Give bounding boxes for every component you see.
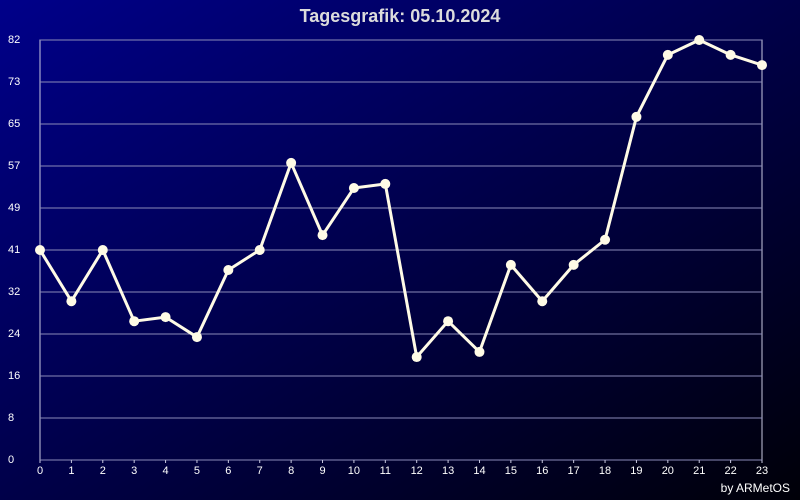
y-tick-label: 49 bbox=[8, 202, 20, 214]
data-point bbox=[97, 245, 108, 255]
data-point bbox=[725, 49, 736, 60]
x-tick-label: 6 bbox=[225, 465, 231, 477]
x-tick-label: 16 bbox=[536, 465, 548, 477]
x-tick-label: 12 bbox=[411, 465, 423, 477]
data-point bbox=[537, 296, 548, 307]
x-tick-label: 1 bbox=[68, 465, 74, 477]
x-tick-label: 23 bbox=[756, 465, 768, 477]
data-point bbox=[286, 157, 297, 168]
y-tick-label: 0 bbox=[8, 454, 14, 466]
data-point bbox=[505, 259, 516, 270]
x-tick-label: 10 bbox=[348, 465, 360, 477]
data-point bbox=[35, 245, 45, 255]
x-tick-label: 11 bbox=[380, 465, 391, 477]
data-point bbox=[443, 316, 454, 327]
y-tick-label: 16 bbox=[8, 370, 20, 382]
x-tick-label: 20 bbox=[662, 465, 674, 477]
x-tick-label: 0 bbox=[37, 465, 43, 477]
credit: by ARMetOS bbox=[721, 481, 790, 495]
data-point bbox=[223, 264, 234, 275]
x-tick-label: 5 bbox=[194, 465, 200, 477]
series-line bbox=[38, 38, 763, 359]
x-tick-label: 15 bbox=[505, 465, 517, 477]
x-tick-label: 7 bbox=[257, 465, 263, 477]
chart-title: Tagesgrafik: 05.10.2024 bbox=[300, 6, 501, 26]
data-point bbox=[474, 346, 485, 357]
data-point bbox=[694, 35, 705, 45]
data-point bbox=[568, 259, 579, 270]
data-point bbox=[191, 332, 202, 343]
data-point bbox=[662, 49, 673, 60]
y-tick-label: 41 bbox=[8, 244, 20, 256]
y-tick-label: 57 bbox=[8, 160, 20, 172]
x-tick-label: 14 bbox=[473, 465, 485, 477]
data-point bbox=[600, 234, 611, 245]
y-tick-label: 65 bbox=[8, 118, 20, 130]
y-tick-label: 32 bbox=[8, 286, 20, 298]
x-tick-label: 17 bbox=[568, 465, 580, 477]
data-point bbox=[631, 111, 642, 122]
data-point bbox=[254, 245, 265, 255]
x-tick-label: 8 bbox=[288, 465, 294, 477]
x-tick-label: 19 bbox=[630, 465, 642, 477]
x-tick-label: 21 bbox=[693, 465, 705, 477]
data-point bbox=[66, 296, 77, 307]
y-tick-label: 82 bbox=[8, 34, 20, 46]
data-point bbox=[757, 60, 767, 71]
x-tick-label: 3 bbox=[131, 465, 137, 477]
y-tick-label: 24 bbox=[8, 328, 20, 340]
x-tick-label: 2 bbox=[100, 465, 106, 477]
x-tick-label: 4 bbox=[163, 465, 169, 477]
data-point bbox=[129, 316, 140, 327]
y-tick-label: 73 bbox=[8, 76, 20, 88]
data-point bbox=[160, 312, 171, 323]
data-point bbox=[348, 183, 359, 194]
x-tick-label: 22 bbox=[724, 465, 736, 477]
x-tick-label: 9 bbox=[319, 465, 325, 477]
x-tick-label: 18 bbox=[599, 465, 611, 477]
x-tick-label: 13 bbox=[442, 465, 454, 477]
data-point bbox=[380, 178, 391, 189]
y-tick-label: 8 bbox=[8, 412, 14, 424]
data-point bbox=[317, 230, 328, 241]
data-point bbox=[411, 352, 422, 363]
